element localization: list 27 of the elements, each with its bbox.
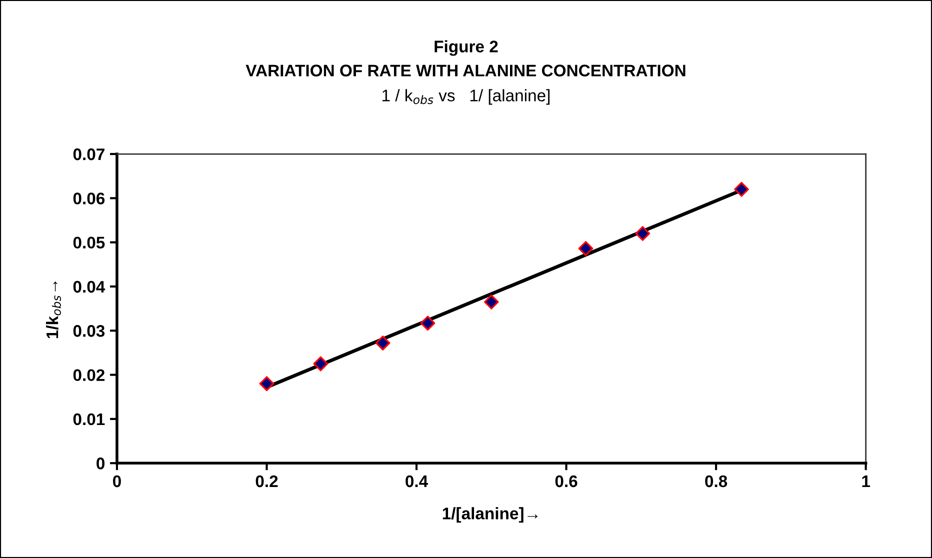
x-axis-title: 1/[alanine]→ xyxy=(442,507,538,523)
point xyxy=(313,356,328,372)
point xyxy=(635,226,650,241)
x-tick-label: 0.4 xyxy=(406,475,428,488)
point xyxy=(578,241,594,256)
y-tick-label: 0.04 xyxy=(73,280,106,293)
y-tick-label: 0.01 xyxy=(73,413,105,426)
y-tick-label: 0.05 xyxy=(73,236,105,249)
x-tick-label: 1 xyxy=(862,476,870,488)
chart-subtitle: VARIATION OF RATE WITH ALANINE CONCENTRATION xyxy=(246,64,686,76)
point xyxy=(734,182,749,197)
y-tick-label: 0.02 xyxy=(73,369,104,382)
chart-title: Figure 2 xyxy=(434,40,498,56)
y-tick-label: 0.07 xyxy=(73,148,104,160)
text: 1 / k$_{obs}$ vs 1/ [alanine] xyxy=(382,89,550,105)
point xyxy=(484,294,499,310)
point xyxy=(259,376,274,392)
point xyxy=(375,336,390,350)
point xyxy=(420,316,436,331)
x-tick-label: 0.8 xyxy=(705,475,728,488)
y-axis-title: 1/k$_{obs}$→ xyxy=(46,281,61,338)
x-tick-label: 0.6 xyxy=(555,475,578,488)
y-tick-label: 0 xyxy=(96,458,104,470)
x-tick-label: 0 xyxy=(112,475,121,488)
y-tick-label: 0.03 xyxy=(73,325,105,337)
x-tick-label: 0.2 xyxy=(256,475,278,488)
y-tick-label: 0.06 xyxy=(73,192,105,204)
